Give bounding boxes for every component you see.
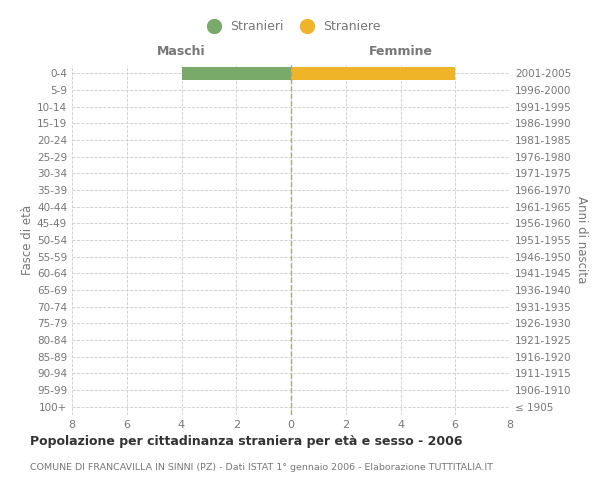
Text: COMUNE DI FRANCAVILLA IN SINNI (PZ) - Dati ISTAT 1° gennaio 2006 - Elaborazione : COMUNE DI FRANCAVILLA IN SINNI (PZ) - Da… bbox=[30, 462, 493, 471]
Text: Popolazione per cittadinanza straniera per età e sesso - 2006: Popolazione per cittadinanza straniera p… bbox=[30, 435, 463, 448]
Text: Maschi: Maschi bbox=[157, 45, 206, 58]
Bar bbox=[291, 66, 455, 80]
Bar bbox=[182, 66, 291, 80]
Y-axis label: Fasce di età: Fasce di età bbox=[21, 205, 34, 275]
Text: Femmine: Femmine bbox=[368, 45, 433, 58]
Y-axis label: Anni di nascita: Anni di nascita bbox=[575, 196, 588, 284]
Legend: Stranieri, Straniere: Stranieri, Straniere bbox=[197, 15, 385, 38]
